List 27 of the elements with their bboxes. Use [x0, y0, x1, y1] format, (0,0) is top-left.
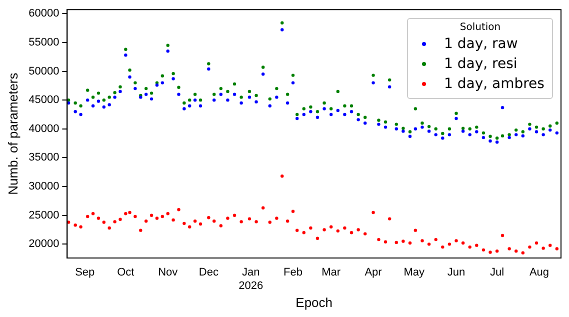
x-tick-label: Jun — [447, 266, 466, 279]
x-axis-title: Epoch — [296, 294, 333, 310]
x-tick-label: Nov — [158, 266, 178, 279]
x-tick-label: Jan 2026 — [238, 266, 264, 292]
y-tick-label: 60000 — [28, 8, 60, 20]
y-tick-label: 45000 — [28, 94, 60, 106]
x-tick-label: Dec — [198, 266, 219, 279]
legend-label: 1 day, raw — [444, 34, 518, 54]
x-tick-label: Mar — [322, 266, 341, 279]
legend-label: 1 day, ambres — [444, 74, 544, 94]
x-tick-label: Feb — [284, 266, 302, 279]
y-axis-title: Numb. of parameters — [5, 72, 20, 195]
y-tick-label: 35000 — [28, 152, 60, 164]
legend-label: 1 day, resi — [444, 54, 518, 74]
legend-title: Solution — [458, 22, 502, 33]
y-tick-label: 40000 — [28, 122, 60, 135]
x-tick-label: Sep — [75, 266, 95, 279]
y-tick-label: 50000 — [28, 65, 60, 78]
y-tick-label: 55000 — [28, 36, 60, 48]
x-tick-label: Apr — [364, 266, 382, 279]
x-tick-label: Oct — [117, 266, 134, 279]
x-tick-label: May — [404, 266, 425, 279]
y-tick-label: 20000 — [28, 238, 60, 250]
x-tick-label: Jul — [490, 266, 504, 279]
x-tick-label: Aug — [529, 266, 550, 279]
y-tick-label: 30000 — [28, 180, 60, 193]
y-tick-label: 25000 — [28, 209, 60, 222]
